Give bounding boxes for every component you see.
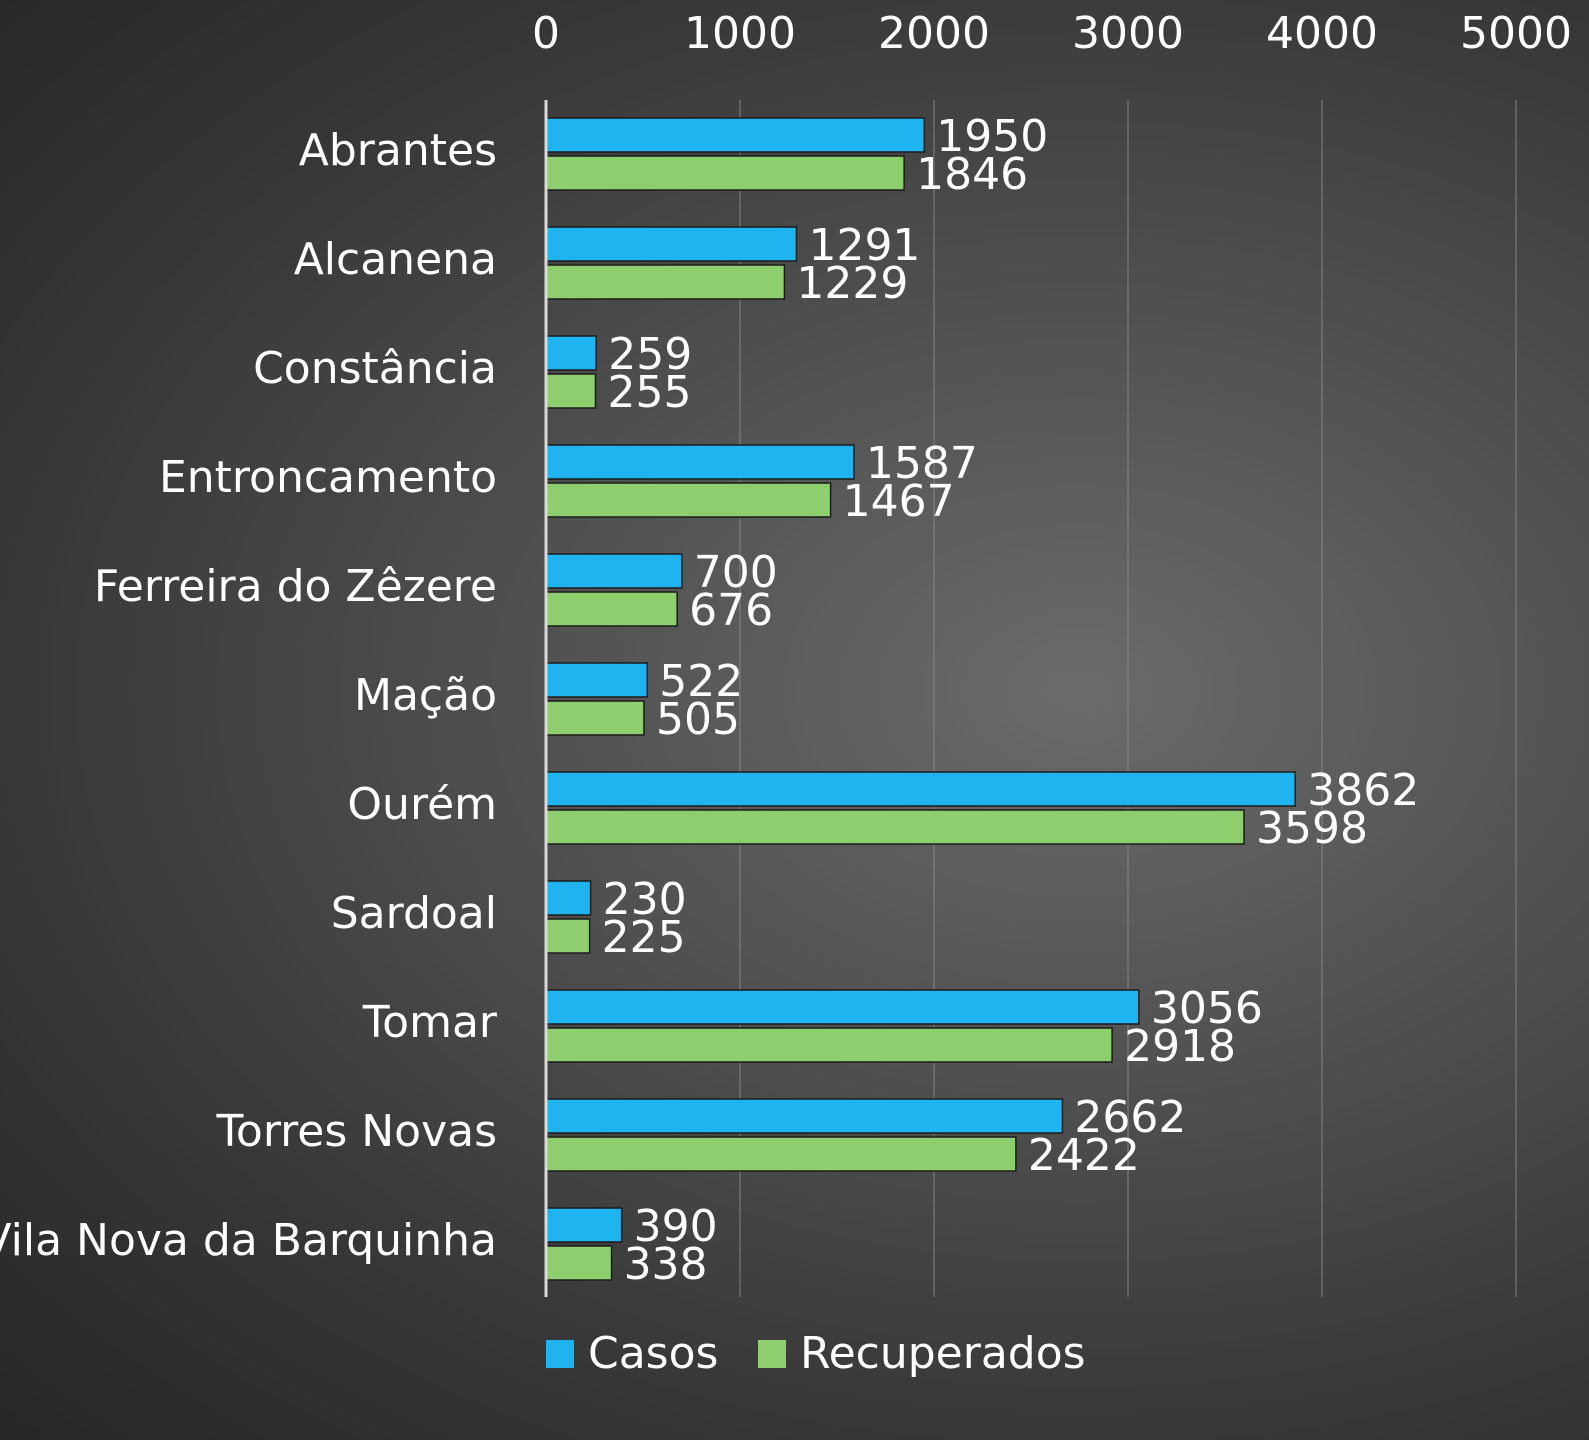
bar-recuperados [545, 809, 1245, 845]
category-label: Torres Novas [216, 1106, 498, 1157]
category-label: Abrantes [299, 125, 497, 176]
category-label: Mação [354, 670, 497, 721]
x-tick-label: 2000 [878, 8, 990, 59]
x-axis-ticks: 0 1000 2000 3000 4000 5000 [532, 8, 1572, 59]
data-label: 230 [603, 874, 687, 925]
legend-label: Casos [588, 1328, 718, 1379]
bar-recuperados [545, 1027, 1113, 1063]
data-label: 1229 [796, 258, 908, 309]
data-label: 700 [694, 547, 778, 598]
bar-casos [545, 1207, 623, 1243]
bar-casos [545, 771, 1296, 807]
data-label: 522 [659, 656, 743, 707]
category-label: Constância [253, 343, 497, 394]
data-label: 255 [607, 367, 691, 418]
category-label: Vila Nova da Barquinha [0, 1215, 497, 1266]
bar-recuperados [545, 264, 786, 300]
bar-casos [545, 1098, 1064, 1134]
bar-recuperados [545, 700, 645, 736]
data-label: 338 [624, 1239, 708, 1290]
bar-casos [545, 662, 649, 698]
data-label: 505 [656, 694, 740, 745]
legend-label: Recuperados [800, 1328, 1086, 1379]
bar-casos [545, 444, 855, 480]
category-label: Tomar [362, 997, 498, 1048]
data-label: 390 [634, 1201, 718, 1252]
data-label: 676 [689, 585, 773, 636]
bar-casos [545, 989, 1140, 1025]
x-tick-label: 5000 [1460, 8, 1572, 59]
data-label: 2662 [1074, 1092, 1186, 1143]
data-label: 1467 [843, 476, 955, 527]
data-label: 3598 [1256, 803, 1368, 854]
legend: Casos Recuperados [546, 1328, 1086, 1379]
category-label: Ourém [347, 779, 497, 830]
category-label: Alcanena [294, 234, 497, 285]
gridlines [739, 100, 1517, 1297]
data-label: 1950 [936, 111, 1048, 162]
category-label: Sardoal [331, 888, 497, 939]
bar-recuperados [545, 1245, 613, 1281]
bar-casos [545, 880, 592, 916]
data-label: 2918 [1124, 1021, 1236, 1072]
bar-recuperados [545, 373, 597, 409]
category-label: Entroncamento [159, 452, 497, 503]
legend-swatch-recuperados [758, 1340, 786, 1368]
data-label: 1291 [808, 220, 920, 271]
bar-recuperados [545, 482, 832, 518]
bar-casos [545, 553, 683, 589]
x-tick-label: 0 [532, 8, 560, 59]
category-labels: Abrantes Alcanena Constância Entroncamento F… [0, 125, 498, 1266]
legend-swatch-casos [546, 1340, 574, 1368]
bar-recuperados [545, 1136, 1017, 1172]
x-tick-label: 3000 [1072, 8, 1184, 59]
bar-recuperados [545, 918, 591, 954]
data-label: 3862 [1307, 765, 1419, 816]
category-label: Ferreira do Zêzere [94, 561, 497, 612]
bar-casos [545, 335, 597, 371]
bars [545, 117, 1296, 1281]
data-label: 3056 [1151, 983, 1263, 1034]
data-label: 1587 [866, 438, 978, 489]
bar-casos [545, 226, 798, 262]
bar-casos [545, 117, 926, 153]
bar-recuperados [545, 155, 905, 191]
data-label: 225 [602, 912, 686, 963]
data-label: 1846 [916, 149, 1028, 200]
x-tick-label: 4000 [1266, 8, 1378, 59]
x-tick-label: 1000 [684, 8, 796, 59]
data-label: 2422 [1028, 1130, 1140, 1181]
data-label: 259 [608, 329, 692, 380]
bar-recuperados [545, 591, 678, 627]
